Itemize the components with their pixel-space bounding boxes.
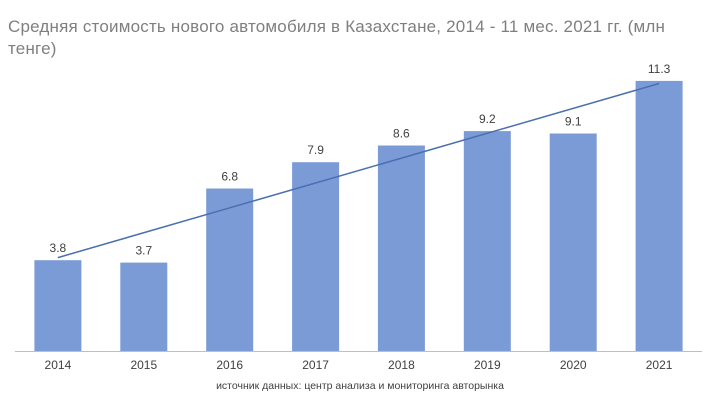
value-label-2021: 11.3 <box>648 62 671 76</box>
x-tick-labels-group: 2014 2015 2016 2017 2018 2019 2020 2021 <box>45 358 673 372</box>
value-label-2020: 9.1 <box>565 115 582 129</box>
x-tick-2019: 2019 <box>474 358 501 372</box>
x-tick-2020: 2020 <box>560 358 587 372</box>
x-tick-2016: 2016 <box>216 358 243 372</box>
bar-2016 <box>206 188 254 351</box>
value-label-2017: 7.9 <box>307 143 324 157</box>
trendline <box>57 82 660 259</box>
value-labels-group: 3.8 3.7 6.8 7.9 8.6 9.2 9.1 11.3 <box>50 62 671 258</box>
value-label-2014: 3.8 <box>50 241 67 255</box>
bar-2021 <box>635 80 683 352</box>
value-label-2018: 8.6 <box>393 127 410 141</box>
bar-2018 <box>377 145 425 351</box>
x-tick-2015: 2015 <box>130 358 157 372</box>
x-tick-2014: 2014 <box>45 358 72 372</box>
bar-2015 <box>120 262 168 351</box>
source-note: источник данных: центр анализа и монитор… <box>216 380 504 392</box>
x-tick-2021: 2021 <box>646 358 673 372</box>
value-label-2019: 9.2 <box>479 112 496 126</box>
value-label-2015: 3.7 <box>135 244 152 258</box>
bar-2014 <box>34 260 82 351</box>
chart-title: Средняя стоимость нового автомобиля в Ка… <box>8 17 666 58</box>
bar-2019 <box>463 131 511 351</box>
bars-group <box>34 80 683 352</box>
value-label-2016: 6.8 <box>221 170 238 184</box>
x-tick-2018: 2018 <box>388 358 415 372</box>
trendline-group <box>57 82 660 259</box>
bar-2017 <box>292 162 340 351</box>
bar-2020 <box>549 133 597 351</box>
x-tick-2017: 2017 <box>302 358 329 372</box>
